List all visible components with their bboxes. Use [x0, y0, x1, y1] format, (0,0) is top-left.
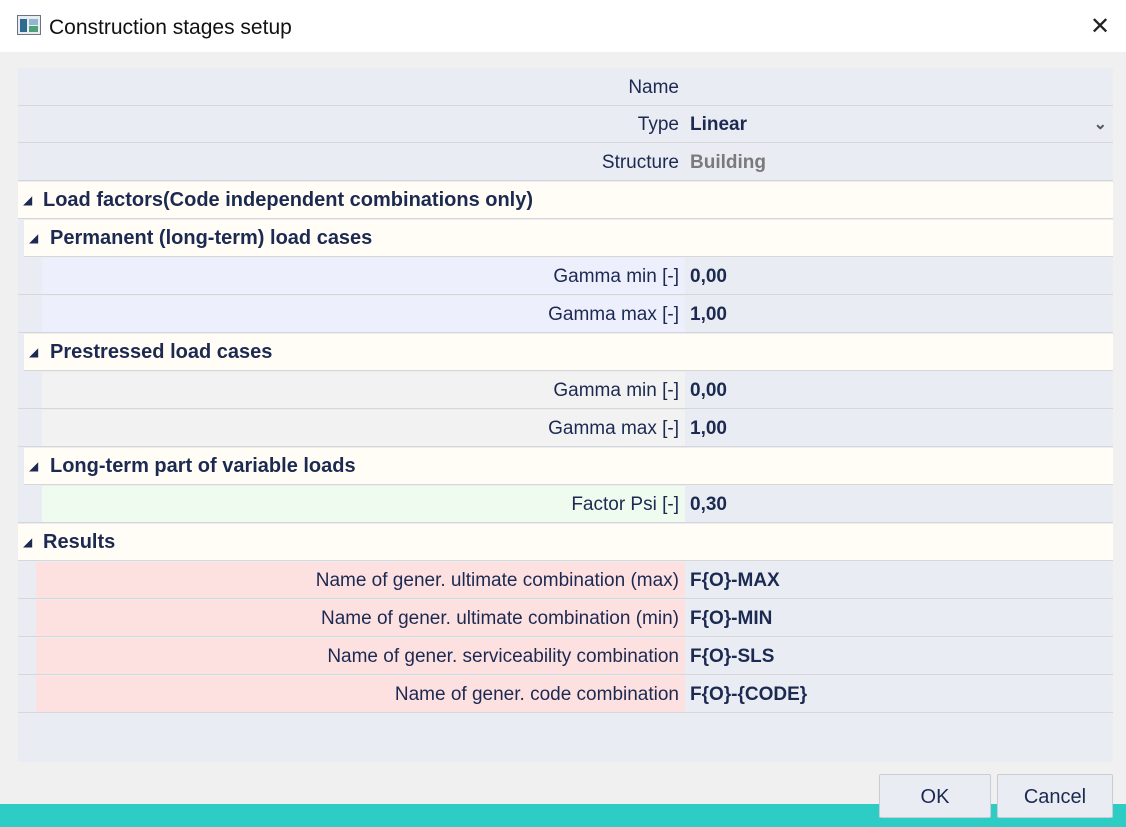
structure-row: Structure Building: [18, 144, 1113, 181]
code-row: Name of gener. code combination F{O}-{CO…: [18, 676, 1113, 713]
section-long-term-title: Long-term part of variable loads: [50, 455, 356, 477]
section-results[interactable]: ◢ Results: [18, 524, 1113, 561]
gamma-min-label: Gamma min [-]: [553, 266, 679, 287]
gamma-max-label: Gamma max [-]: [548, 304, 679, 325]
ult-max-row: Name of gener. ultimate combination (max…: [18, 562, 1113, 599]
section-load-factors-title: Load factors(Code independent combinatio…: [43, 189, 534, 211]
sls-label: Name of gener. serviceability combinatio…: [327, 646, 679, 667]
ult-min-field[interactable]: F{O}-MIN: [690, 608, 773, 629]
name-label: Name: [628, 77, 679, 98]
window-title: Construction stages setup: [49, 16, 292, 39]
chevron-down-icon[interactable]: ⌄: [1093, 116, 1107, 133]
collapse-triangle-icon[interactable]: ◢: [29, 345, 39, 359]
type-label: Type: [637, 114, 679, 135]
sls-row: Name of gener. serviceability combinatio…: [18, 638, 1113, 675]
sls-field[interactable]: F{O}-SLS: [690, 646, 775, 667]
factor-psi-row: Factor Psi [-] 0,30: [18, 486, 1113, 523]
section-permanent[interactable]: ◢ Permanent (long-term) load cases: [24, 220, 1113, 257]
title-bar: Construction stages setup ✕: [0, 0, 1126, 52]
permanent-gamma-max-row: Gamma max [-] 1,00: [18, 296, 1113, 333]
section-prestressed-title: Prestressed load cases: [50, 341, 273, 363]
collapse-triangle-icon[interactable]: ◢: [29, 231, 39, 245]
collapse-triangle-icon[interactable]: ◢: [29, 459, 39, 473]
name-row: Name: [18, 69, 1113, 106]
ult-min-label: Name of gener. ultimate combination (min…: [321, 608, 679, 629]
type-value: Linear: [690, 114, 748, 135]
prestressed-gamma-max-field[interactable]: 1,00: [690, 418, 727, 439]
structure-value: Building: [690, 152, 766, 173]
gamma-min-label: Gamma min [-]: [553, 380, 679, 401]
permanent-gamma-min-field[interactable]: 0,00: [690, 266, 727, 287]
close-icon[interactable]: ✕: [1089, 13, 1111, 40]
section-long-term[interactable]: ◢ Long-term part of variable loads: [24, 448, 1113, 485]
section-results-title: Results: [43, 531, 116, 553]
prestressed-gamma-max-row: Gamma max [-] 1,00: [18, 410, 1113, 447]
permanent-gamma-max-field[interactable]: 1,00: [690, 304, 727, 325]
code-label: Name of gener. code combination: [394, 684, 679, 705]
ult-max-field[interactable]: F{O}-MAX: [690, 570, 780, 591]
code-field[interactable]: F{O}-{CODE}: [690, 684, 808, 705]
prestressed-gamma-min-field[interactable]: 0,00: [690, 380, 727, 401]
name-field[interactable]: [685, 69, 1113, 106]
prestressed-gamma-min-row: Gamma min [-] 0,00: [18, 372, 1113, 409]
ult-min-row: Name of gener. ultimate combination (min…: [18, 600, 1113, 637]
structure-label: Structure: [601, 152, 679, 173]
permanent-gamma-min-row: Gamma min [-] 0,00: [18, 258, 1113, 295]
factor-psi-label: Factor Psi [-]: [571, 494, 679, 515]
section-load-factors[interactable]: ◢ Load factors(Code independent combinat…: [18, 182, 1113, 219]
cancel-button[interactable]: Cancel: [997, 774, 1113, 818]
app-icon: [17, 15, 41, 35]
type-row: Type Linear ⌄: [18, 106, 1113, 143]
type-select[interactable]: Linear ⌄: [685, 106, 1113, 143]
collapse-triangle-icon[interactable]: ◢: [23, 535, 33, 549]
accent-bar: [0, 804, 1126, 827]
factor-psi-field[interactable]: 0,30: [690, 494, 727, 515]
ult-max-label: Name of gener. ultimate combination (max…: [315, 570, 679, 591]
section-prestressed[interactable]: ◢ Prestressed load cases: [24, 334, 1113, 371]
collapse-triangle-icon[interactable]: ◢: [23, 193, 33, 207]
ok-button[interactable]: OK: [879, 774, 991, 818]
section-permanent-title: Permanent (long-term) load cases: [50, 227, 373, 249]
gamma-max-label: Gamma max [-]: [548, 418, 679, 439]
